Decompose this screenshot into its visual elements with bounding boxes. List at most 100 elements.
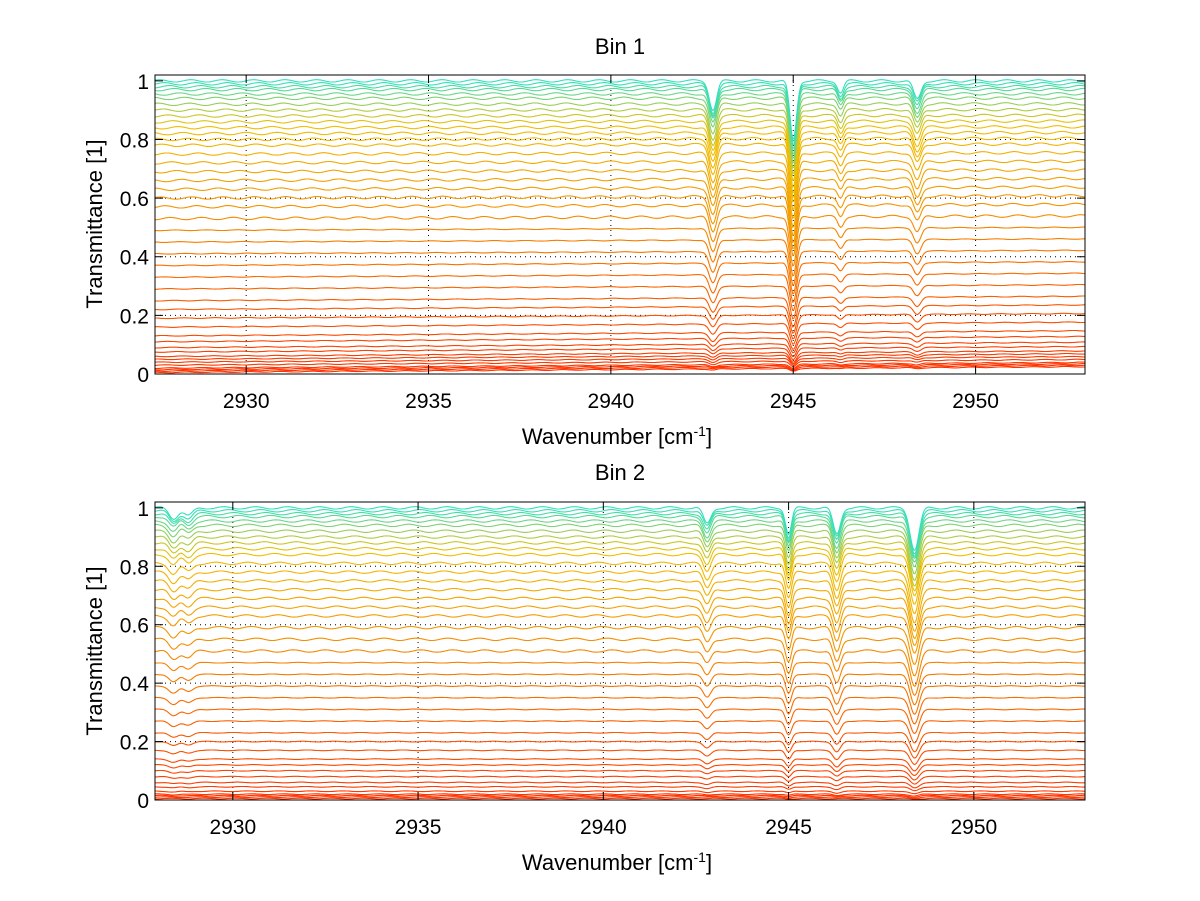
series-line [155, 159, 1086, 220]
x-axis-label: Wavenumber [cm-1] [522, 849, 712, 875]
x-tick-label: 2945 [770, 390, 817, 413]
series-line [154, 749, 1086, 765]
x-tick-label: 2940 [580, 816, 627, 839]
series-line [154, 119, 1086, 182]
series-line [154, 238, 1086, 286]
tick-marks [155, 75, 1085, 375]
y-tick-label: 0.8 [120, 556, 149, 579]
series-line [154, 509, 1086, 555]
series-line [154, 113, 1086, 175]
series-line [154, 796, 1086, 799]
series-line [155, 758, 1086, 772]
series-line [154, 614, 1086, 654]
series-line [154, 637, 1085, 677]
chart-title: Bin 1 [595, 34, 645, 59]
series-line [155, 511, 1086, 558]
tick-marks [155, 502, 1085, 801]
series-line [155, 362, 1085, 371]
series-line [154, 102, 1085, 164]
series-line [155, 226, 1086, 277]
series-line [155, 781, 1085, 789]
y-tick-labels: 0 0.2 0.4 0.6 0.8 1 [120, 498, 150, 813]
series-line [155, 312, 1085, 340]
series-line [155, 625, 1086, 665]
series-line [155, 361, 1085, 370]
series-line [154, 685, 1086, 715]
series-line [154, 176, 1086, 237]
series-line [155, 185, 1086, 244]
plot-frame [154, 501, 1086, 801]
y-tick-label: 0.6 [120, 615, 149, 638]
series-line [154, 740, 1085, 759]
series-line [154, 355, 1086, 366]
series-line [154, 345, 1086, 361]
y-tick-label: 0.8 [120, 129, 149, 152]
series-line [154, 541, 1086, 587]
series-line [154, 523, 1086, 568]
series-line [154, 364, 1086, 372]
series-line [155, 797, 1085, 800]
series-line [155, 790, 1086, 795]
series-line [155, 764, 1085, 776]
x-tick-label: 2935 [395, 816, 442, 839]
series-line [154, 561, 1086, 605]
series-line [155, 295, 1085, 328]
series-line [155, 775, 1086, 785]
series-line [154, 794, 1085, 798]
series-line [154, 708, 1085, 735]
series-line [154, 506, 1085, 551]
series-line [154, 272, 1085, 312]
x-tick-label: 2940 [588, 390, 635, 413]
x-tick-label: 2950 [952, 390, 999, 413]
series-line [154, 769, 1085, 781]
series-line [155, 673, 1085, 706]
series-line [155, 365, 1086, 374]
series-line [154, 552, 1086, 597]
y-axis-label: Transmittance [1] [82, 566, 107, 735]
series-line [154, 519, 1086, 563]
series-line [154, 605, 1086, 647]
series-line [154, 150, 1086, 211]
series-line [154, 587, 1086, 633]
chart-bin-2: Bin 2 2930 2935 2940 2945 2950 0 0.2 0.4 0.6 0.8… [82, 460, 1086, 875]
series-line [154, 649, 1086, 688]
series-line [154, 321, 1085, 345]
series-line [154, 358, 1086, 368]
x-tick-label: 2930 [209, 816, 256, 839]
y-tick-label: 0 [137, 364, 149, 387]
series-line [154, 720, 1086, 744]
series-line [155, 793, 1086, 797]
series-line [154, 130, 1086, 194]
x-tick-label: 2950 [950, 816, 997, 839]
y-tick-label: 0.6 [120, 188, 149, 211]
plot-frame [154, 74, 1086, 375]
x-tick-label: 2945 [765, 816, 812, 839]
series-line [154, 214, 1086, 267]
chart-bin-1: Bin 1 2930 2935 2940 2945 2950 0 0.2 0.4 0.6 0.8… [82, 34, 1086, 449]
series-group [154, 79, 1086, 374]
series-group [154, 506, 1086, 800]
series-line [155, 335, 1086, 354]
series-line [154, 79, 1086, 140]
y-tick-label: 0 [137, 790, 149, 813]
series-line [154, 82, 1086, 143]
series-line [154, 785, 1086, 792]
series-line [154, 304, 1086, 334]
chart-title: Bin 2 [595, 460, 645, 485]
series-line [154, 168, 1086, 229]
y-tick-label: 1 [137, 71, 149, 94]
series-line [154, 92, 1086, 156]
series-line [154, 529, 1086, 575]
series-line [155, 249, 1086, 295]
series-line [154, 341, 1086, 358]
y-tick-label: 0.4 [120, 247, 150, 270]
y-tick-label: 0.2 [120, 732, 149, 755]
x-tick-labels: 2930 2935 2940 2945 2950 [223, 390, 999, 413]
y-tick-label: 0.4 [120, 673, 150, 696]
series-line [154, 202, 1086, 257]
series-line [154, 107, 1086, 169]
series-line [154, 194, 1086, 250]
series-line [154, 87, 1085, 151]
grid-lines [155, 75, 1085, 374]
